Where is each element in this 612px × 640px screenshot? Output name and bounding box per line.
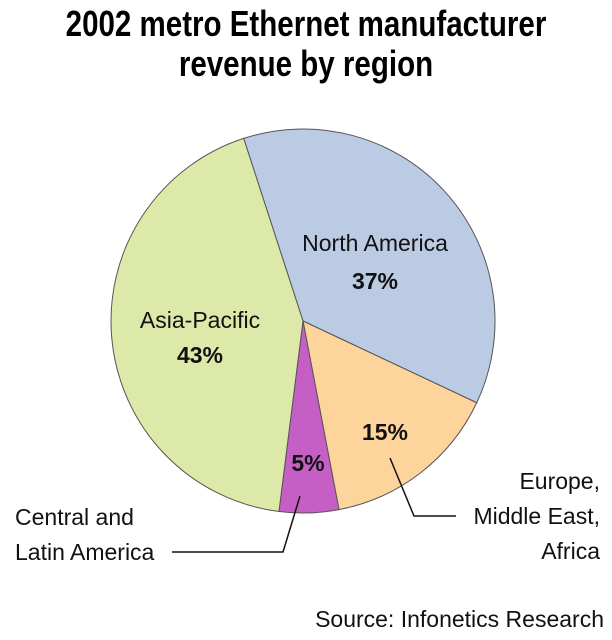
leader-line bbox=[172, 495, 301, 553]
value-label: 37% bbox=[352, 268, 398, 294]
value-label: 43% bbox=[177, 342, 223, 368]
pie-slice bbox=[110, 137, 304, 513]
slice-label: Asia-Pacific bbox=[140, 307, 260, 333]
pie-slice bbox=[243, 128, 496, 404]
leader-line bbox=[389, 457, 456, 517]
pie-slice bbox=[302, 320, 478, 511]
slice-label: Central and Latin America bbox=[15, 504, 155, 565]
slice-label: North America bbox=[302, 230, 448, 256]
value-label: 5% bbox=[291, 450, 324, 476]
slice-label: Europe, Middle East, Africa bbox=[473, 468, 600, 564]
chart-title: 2002 metro Ethernet manufacturer revenue… bbox=[65, 3, 547, 84]
source: Source: Infonetics Research bbox=[315, 606, 604, 632]
value-label: 15% bbox=[362, 419, 408, 445]
